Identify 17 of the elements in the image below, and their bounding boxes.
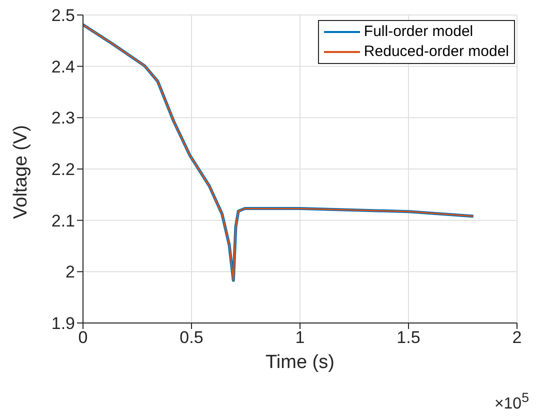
y-tick-label: 2.4 <box>51 57 75 76</box>
x-tick-label: 0.5 <box>180 328 204 348</box>
legend-label: Reduced-order model <box>364 42 509 62</box>
y-tick-label: 1.9 <box>51 314 75 334</box>
x-tick-label: 2 <box>512 328 522 348</box>
x-tick-label: 0 <box>78 328 88 348</box>
x-axis-title: Time (s) <box>266 352 334 373</box>
y-tick-label: 2.5 <box>51 6 75 26</box>
text: ×10$^{5}$ <box>494 390 529 414</box>
y-tick-label: 2.3 <box>51 108 75 128</box>
legend-label: Full-order model <box>364 22 474 42</box>
x-tick-label: 1.5 <box>396 328 420 348</box>
x-tick-label: 1 <box>295 328 305 348</box>
y-tick-label: 2 <box>66 262 75 282</box>
y-tick-label: 2.2 <box>51 160 75 180</box>
y-tick-label: 2.1 <box>51 211 75 230</box>
y-axis-title: Voltage (V) <box>10 125 32 219</box>
